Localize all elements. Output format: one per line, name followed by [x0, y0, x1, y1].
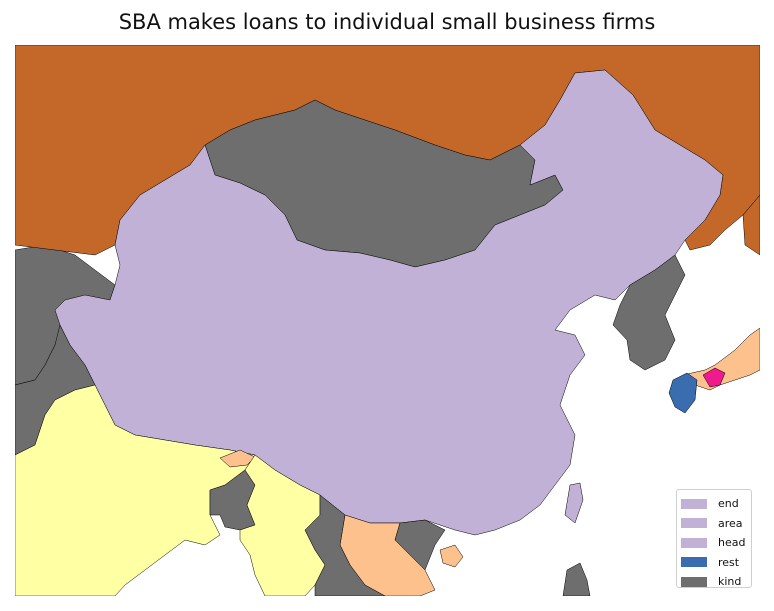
legend-label: end	[718, 497, 739, 511]
legend-swatch	[681, 576, 707, 587]
region-hainan	[439, 544, 464, 568]
legend-label: head	[718, 536, 746, 550]
legend-item: rest	[681, 553, 751, 573]
legend-swatch	[681, 557, 707, 568]
region-indochina-grey	[304, 494, 386, 596]
legend-swatch	[681, 498, 707, 509]
region-korea	[612, 254, 686, 371]
region-philippines	[562, 562, 591, 596]
legend-item: kind	[681, 572, 751, 592]
region-japan-shikoku	[702, 367, 726, 388]
legend-swatch	[681, 518, 707, 529]
legend-label: kind	[718, 575, 742, 589]
legend-item: end	[681, 494, 751, 514]
legend-item: area	[681, 514, 751, 534]
legend-swatch	[681, 537, 707, 548]
map-canvas	[15, 45, 760, 596]
map-title: SBA makes loans to individual small busi…	[118, 10, 656, 34]
region-japan-kyushu	[668, 372, 698, 414]
region-taiwan	[564, 482, 584, 524]
region-russia-east	[742, 194, 760, 256]
map-legend: end area head rest kind	[676, 489, 752, 588]
legend-label: area	[718, 516, 743, 530]
legend-label: rest	[718, 555, 740, 569]
region-vietnam	[394, 519, 446, 571]
legend-item: head	[681, 533, 751, 553]
